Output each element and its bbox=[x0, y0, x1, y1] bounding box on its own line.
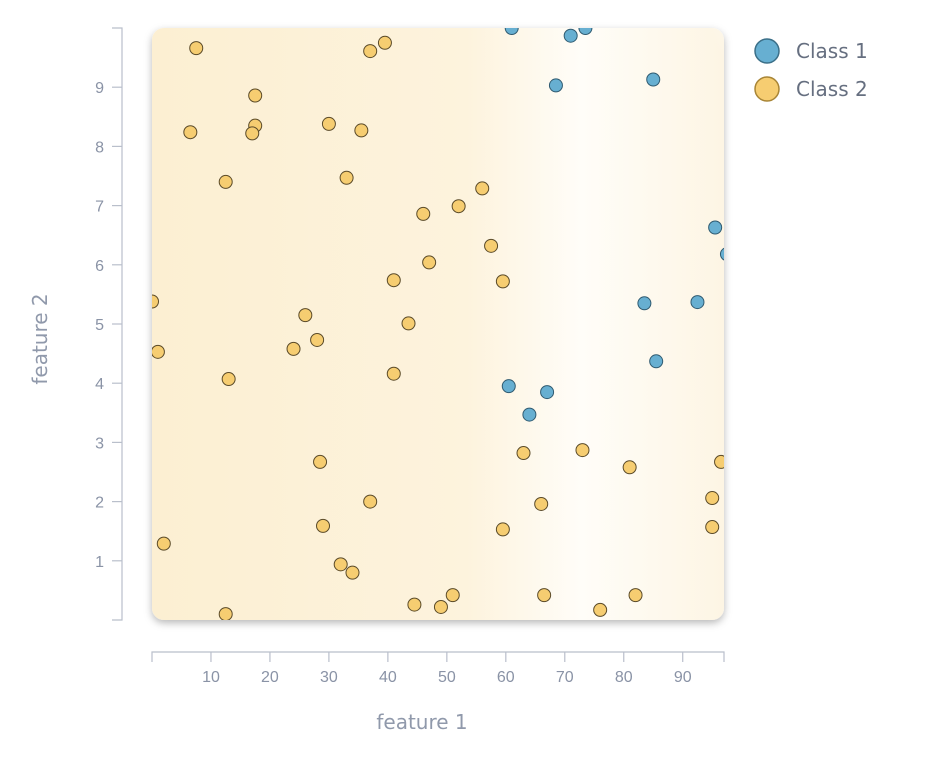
point-class-1 bbox=[708, 220, 723, 235]
x-tick-label: 10 bbox=[202, 669, 220, 686]
point-class-1 bbox=[548, 78, 563, 93]
point-class-1 bbox=[563, 28, 578, 43]
point-class-2 bbox=[534, 496, 549, 511]
point-class-1 bbox=[690, 295, 705, 310]
point-class-1 bbox=[719, 247, 724, 262]
point-class-2 bbox=[714, 454, 724, 469]
legend-swatch-class-1 bbox=[754, 38, 780, 64]
point-class-2 bbox=[286, 341, 301, 356]
point-class-2 bbox=[321, 116, 336, 131]
point-class-2 bbox=[248, 88, 263, 103]
point-class-2 bbox=[298, 308, 313, 323]
point-class-2 bbox=[495, 522, 510, 537]
point-class-2 bbox=[628, 588, 643, 603]
point-class-2 bbox=[622, 460, 637, 475]
x-tick-label: 30 bbox=[320, 669, 338, 686]
point-class-1 bbox=[540, 385, 555, 400]
point-class-2 bbox=[386, 273, 401, 288]
data-points bbox=[152, 28, 724, 620]
x-tick-label: 80 bbox=[615, 669, 633, 686]
legend-item-class-2[interactable]: Class 2 bbox=[754, 76, 868, 102]
point-class-2 bbox=[316, 518, 331, 533]
x-tick-label: 20 bbox=[261, 669, 279, 686]
point-class-2 bbox=[484, 238, 499, 253]
point-class-2 bbox=[313, 454, 328, 469]
y-tick-label: 8 bbox=[95, 139, 104, 156]
point-class-2 bbox=[218, 607, 233, 620]
point-class-2 bbox=[705, 491, 720, 506]
y-tick-label: 6 bbox=[95, 258, 104, 275]
point-class-2 bbox=[386, 366, 401, 381]
point-class-2 bbox=[354, 123, 369, 138]
x-tick-label: 90 bbox=[674, 669, 692, 686]
point-class-2 bbox=[339, 170, 354, 185]
y-tick-label: 9 bbox=[95, 80, 104, 97]
point-class-2 bbox=[433, 599, 448, 614]
point-class-2 bbox=[537, 588, 552, 603]
y-tick-label: 7 bbox=[95, 199, 104, 216]
point-class-2 bbox=[333, 557, 348, 572]
x-tick-label: 50 bbox=[438, 669, 456, 686]
y-tick-label: 5 bbox=[95, 317, 104, 334]
point-class-2 bbox=[152, 344, 165, 359]
point-class-2 bbox=[310, 332, 325, 347]
y-tick-label: 1 bbox=[95, 554, 104, 571]
point-class-1 bbox=[646, 72, 661, 87]
point-class-2 bbox=[221, 372, 236, 387]
point-class-2 bbox=[183, 125, 198, 140]
y-tick-group: 1 2 3 4 5 6 7 8 9 bbox=[95, 80, 122, 571]
legend-swatch-class-2 bbox=[754, 76, 780, 102]
y-axis: 1 2 3 4 5 6 7 8 9 bbox=[95, 27, 123, 621]
x-tick-label: 40 bbox=[379, 669, 397, 686]
point-class-2 bbox=[475, 181, 490, 196]
point-class-2 bbox=[422, 255, 437, 270]
x-axis: 10 20 30 40 50 60 70 80 90 bbox=[151, 651, 725, 686]
point-class-1 bbox=[501, 379, 516, 394]
y-tick-label: 2 bbox=[95, 495, 104, 512]
y-axis-title: feature 2 bbox=[28, 293, 52, 384]
point-class-2 bbox=[451, 199, 466, 214]
point-class-2 bbox=[363, 494, 378, 509]
point-class-1 bbox=[649, 354, 664, 369]
point-class-2 bbox=[189, 41, 204, 56]
point-class-2 bbox=[705, 520, 720, 535]
point-class-2 bbox=[152, 294, 159, 309]
point-class-2 bbox=[363, 44, 378, 59]
point-class-2 bbox=[218, 174, 233, 189]
legend: Class 1 Class 2 bbox=[754, 38, 868, 102]
x-tick-label: 70 bbox=[556, 669, 574, 686]
y-tick-label: 4 bbox=[95, 376, 104, 393]
point-class-2 bbox=[416, 206, 431, 221]
class-1-region bbox=[492, 28, 724, 430]
point-class-2 bbox=[445, 588, 460, 603]
point-class-2 bbox=[345, 565, 360, 580]
y-tick-label: 3 bbox=[95, 435, 104, 452]
legend-label-class-2: Class 2 bbox=[796, 77, 868, 101]
point-class-2 bbox=[407, 597, 422, 612]
legend-label-class-1: Class 1 bbox=[796, 39, 868, 63]
point-class-2 bbox=[593, 602, 608, 617]
x-tick-label: 60 bbox=[497, 669, 515, 686]
point-class-2 bbox=[156, 536, 171, 551]
point-class-1 bbox=[504, 28, 519, 35]
point-class-1 bbox=[578, 28, 593, 35]
point-class-2 bbox=[377, 35, 392, 50]
point-class-1 bbox=[522, 407, 537, 422]
point-class-2 bbox=[401, 316, 416, 331]
x-tick-group: 10 20 30 40 50 60 70 80 90 bbox=[202, 652, 692, 686]
point-class-2 bbox=[516, 446, 531, 461]
x-axis-title: feature 1 bbox=[376, 710, 467, 734]
point-class-2 bbox=[575, 443, 590, 458]
point-class-2 bbox=[495, 274, 510, 289]
point-class-2 bbox=[245, 126, 260, 141]
point-class-1 bbox=[637, 296, 652, 311]
legend-item-class-1[interactable]: Class 1 bbox=[754, 38, 868, 64]
